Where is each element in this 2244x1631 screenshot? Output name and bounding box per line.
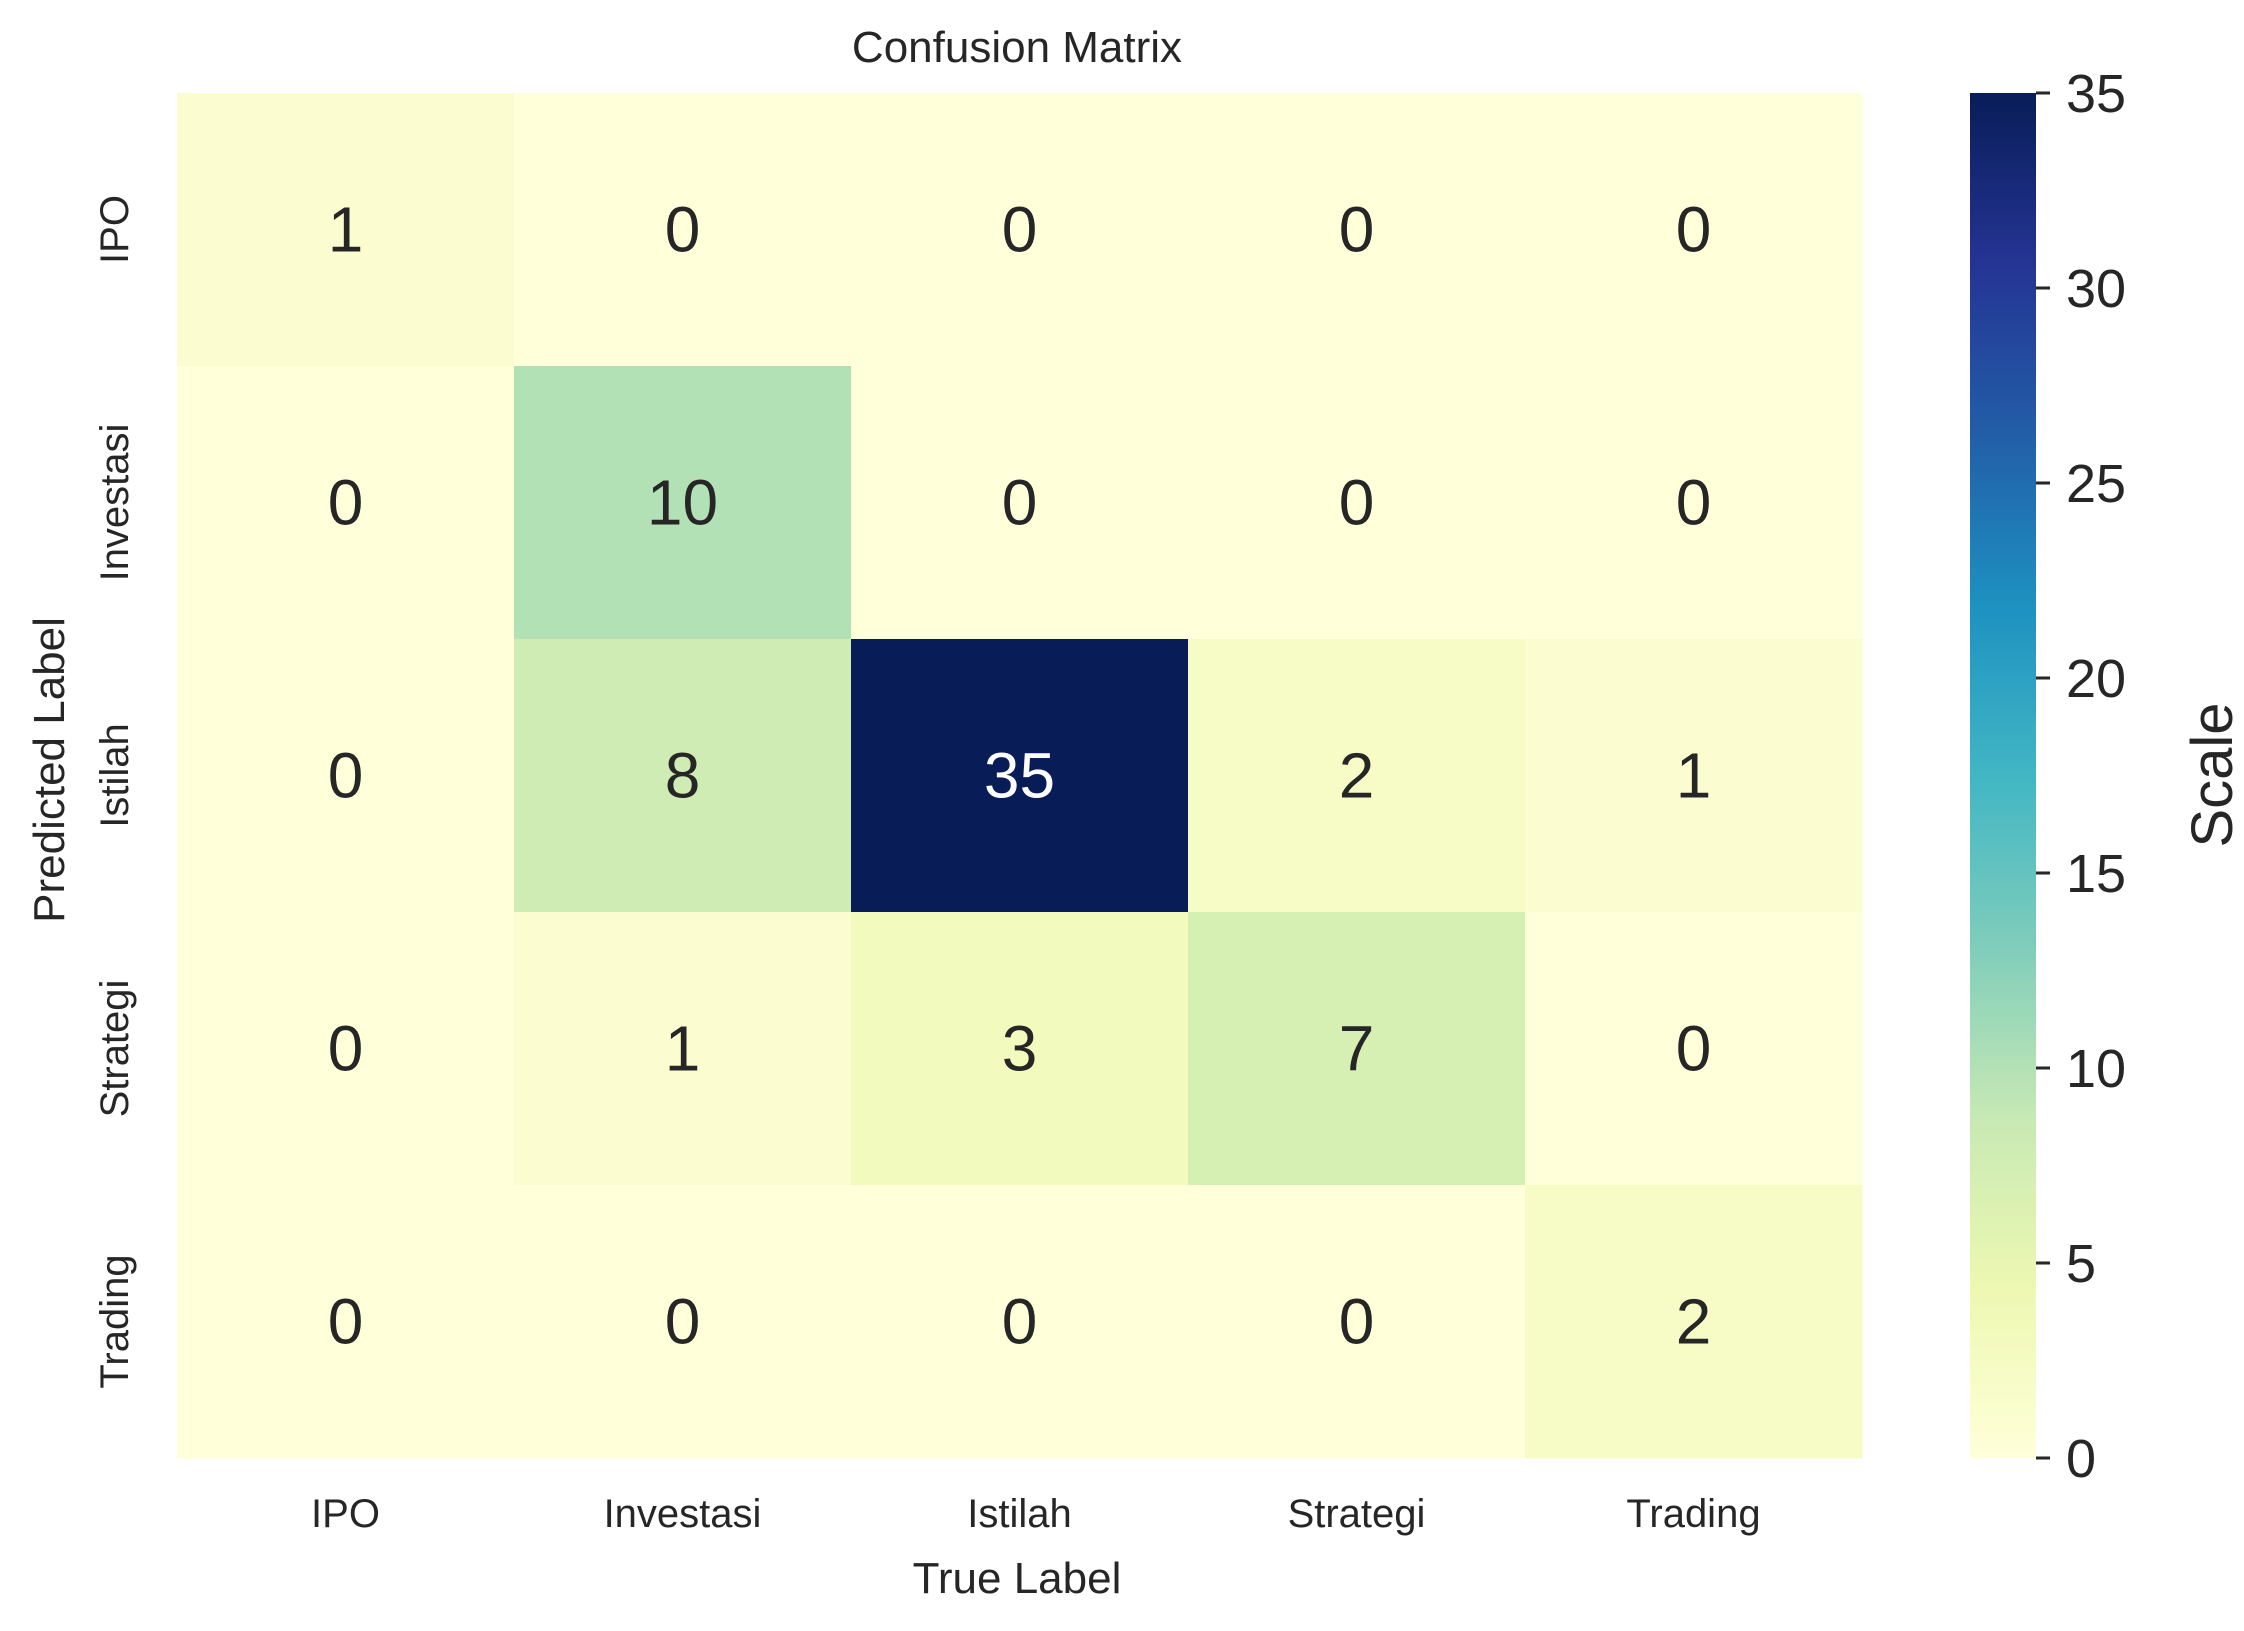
cell-value-label: 0: [1676, 467, 1712, 539]
cell-value-label: 0: [665, 1286, 701, 1358]
cell-value-label: 2: [1339, 740, 1375, 812]
heatmap-cell: [177, 93, 515, 367]
cell-value-label: 0: [1002, 194, 1038, 266]
heatmap-cell: [1525, 93, 1863, 367]
chart-title: Confusion Matrix: [852, 23, 1182, 72]
colorbar-label: Scale: [2180, 702, 2244, 847]
heatmap-cell: [851, 366, 1189, 640]
x-tick-label: Investasi: [604, 1492, 762, 1536]
colorbar-tick-label: 5: [2066, 1234, 2096, 1294]
heatmap-cell: [1525, 912, 1863, 1186]
cell-value-label: 0: [1339, 467, 1375, 539]
colorbar-tick-label: 15: [2066, 844, 2126, 904]
heatmap-cell-labels: 1 0 0 0 00 10 0 0 00 8 35 2 10 1 3 7 00 0 0 0 2: [328, 194, 1712, 1358]
heatmap-cell: [1188, 366, 1526, 640]
heatmap-cell: [177, 912, 515, 1186]
heatmap-cell: [1188, 639, 1526, 913]
colorbar-tick-label: 35: [2066, 64, 2126, 124]
x-axis-tick-labels: IPO Investasi Istilah Strategi Trading: [311, 1492, 1761, 1536]
heatmap-cell: [1525, 366, 1863, 640]
cell-value-label: 8: [665, 740, 701, 812]
cell-value-label: 0: [328, 1286, 364, 1358]
heatmap-cell: [1188, 1185, 1526, 1459]
heatmap-cell: [1525, 1185, 1863, 1459]
cell-value-label: 1: [328, 194, 364, 266]
cell-value-label: 0: [1676, 1013, 1712, 1085]
heatmap-cell: [514, 366, 852, 640]
heatmap-cell: [514, 1185, 852, 1459]
y-axis-label: Predicted Label: [25, 617, 74, 923]
x-tick-label: IPO: [311, 1492, 380, 1536]
cell-value-label: 1: [1676, 740, 1712, 812]
cell-value-label: 0: [1676, 194, 1712, 266]
colorbar: [1970, 93, 2036, 1458]
cell-value-label: 0: [665, 194, 701, 266]
heatmap-cell: [514, 639, 852, 913]
cell-value-label: 0: [328, 740, 364, 812]
cell-value-label: 0: [328, 467, 364, 539]
cell-value-label: 7: [1339, 1013, 1375, 1085]
y-tick-label: Investasi: [93, 424, 137, 582]
cell-value-label: 0: [328, 1013, 364, 1085]
cell-value-label: 0: [1339, 1286, 1375, 1358]
y-tick-label: Trading: [93, 1254, 137, 1388]
heatmap-cell: [851, 1185, 1189, 1459]
heatmap-cell: [1188, 912, 1526, 1186]
y-tick-label: IPO: [93, 195, 137, 264]
colorbar-ticks: 0 5 10 15 20 25 30 35: [2036, 64, 2126, 1489]
colorbar-tick-label: 10: [2066, 1039, 2126, 1099]
heatmap-cell: [851, 93, 1189, 367]
x-tick-label: Trading: [1626, 1492, 1760, 1536]
heatmap-cell: [1525, 639, 1863, 913]
x-axis-label: True Label: [913, 1554, 1122, 1603]
colorbar-tick-label: 30: [2066, 259, 2126, 319]
heatmap-cells: [177, 93, 1863, 1459]
heatmap-cell: [177, 1185, 515, 1459]
cell-value-label: 0: [1002, 1286, 1038, 1358]
cell-value-label: 0: [1339, 194, 1375, 266]
cell-value-label: 3: [1002, 1013, 1038, 1085]
heatmap-cell: [851, 639, 1189, 913]
cell-value-label: 0: [1002, 467, 1038, 539]
cell-value-label: 35: [984, 740, 1055, 812]
heatmap-cell: [1188, 93, 1526, 367]
heatmap-cell: [177, 366, 515, 640]
x-tick-label: Strategi: [1288, 1492, 1426, 1536]
y-tick-label: Istilah: [93, 723, 137, 828]
heatmap-cell: [851, 912, 1189, 1186]
cell-value-label: 2: [1676, 1286, 1712, 1358]
cell-value-label: 10: [647, 467, 718, 539]
colorbar-tick-label: 20: [2066, 649, 2126, 709]
y-tick-label: Strategi: [93, 980, 137, 1118]
cell-value-label: 1: [665, 1013, 701, 1085]
heatmap-cell: [514, 93, 852, 367]
colorbar-tick-label: 0: [2066, 1429, 2096, 1489]
heatmap-cell: [514, 912, 852, 1186]
heatmap-cell: [177, 639, 515, 913]
x-tick-label: Istilah: [967, 1492, 1072, 1536]
y-axis-tick-labels: IPO Investasi Istilah Strategi Trading: [93, 195, 137, 1389]
colorbar-tick-label: 25: [2066, 454, 2126, 514]
